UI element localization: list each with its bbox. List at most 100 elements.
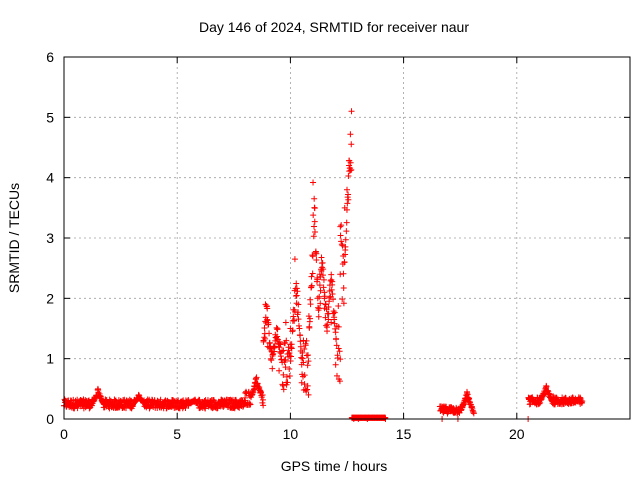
data-point <box>337 356 344 363</box>
data-point <box>219 400 226 407</box>
data-point <box>297 332 304 339</box>
data-point <box>343 219 350 226</box>
data-point <box>348 141 355 148</box>
data-point <box>260 338 267 345</box>
data-point <box>230 399 237 406</box>
data-point <box>261 325 268 332</box>
data-point <box>338 238 345 245</box>
data-point <box>345 191 352 198</box>
x-tick-label: 15 <box>396 426 412 442</box>
data-point <box>536 400 543 407</box>
data-point <box>329 278 336 285</box>
data-point <box>288 345 295 352</box>
data-point <box>259 399 266 406</box>
data-point <box>313 250 320 257</box>
x-tick-label: 10 <box>283 426 299 442</box>
axis-ticks <box>63 56 630 420</box>
data-point <box>70 404 77 411</box>
y-tick-label: 6 <box>46 49 54 65</box>
y-tick-label: 4 <box>46 170 54 186</box>
data-point <box>297 338 304 345</box>
data-point <box>314 276 321 283</box>
data-point <box>291 256 298 263</box>
data-point <box>280 371 287 378</box>
data-point <box>303 387 310 394</box>
data-point <box>293 292 300 299</box>
data-point <box>279 382 286 389</box>
data-point <box>135 391 142 398</box>
data-point <box>337 232 344 239</box>
data-point <box>338 241 345 248</box>
data-point <box>468 403 475 410</box>
data-point <box>283 337 290 344</box>
data-point <box>332 329 339 336</box>
data-point <box>543 382 550 389</box>
data-point <box>121 404 128 411</box>
data-point <box>348 108 355 115</box>
data-point <box>262 301 269 308</box>
data-point <box>247 401 254 408</box>
data-point <box>117 397 124 404</box>
data-point <box>157 396 164 403</box>
data-point <box>309 252 316 259</box>
data-point <box>67 399 74 406</box>
data-point <box>316 293 323 300</box>
data-point <box>324 321 331 328</box>
data-point <box>333 342 340 349</box>
data-point <box>339 242 346 249</box>
data-point <box>326 294 333 301</box>
data-point <box>301 372 308 379</box>
y-tick-label: 5 <box>46 109 54 125</box>
data-point <box>182 405 189 412</box>
data-point <box>313 256 320 263</box>
data-point <box>321 295 328 302</box>
data-point <box>333 335 340 342</box>
data-point <box>459 403 466 410</box>
data-point <box>274 325 281 332</box>
data-point <box>251 385 258 392</box>
data-point <box>246 400 253 407</box>
data-point <box>319 272 326 279</box>
data-point <box>536 394 543 401</box>
data-point <box>298 379 305 386</box>
data-point <box>319 259 326 266</box>
data-point <box>344 186 350 193</box>
data-point <box>264 305 271 312</box>
data-point <box>293 280 300 287</box>
data-point <box>305 391 312 398</box>
data-point <box>196 405 203 412</box>
data-point <box>335 302 342 309</box>
data-point <box>311 218 318 225</box>
data-series <box>61 108 586 422</box>
data-point <box>568 399 575 406</box>
data-point <box>315 313 322 320</box>
data-point <box>287 325 294 332</box>
x-tick-label: 0 <box>60 426 68 442</box>
data-point <box>340 300 347 307</box>
data-point <box>316 282 323 289</box>
data-point <box>337 223 344 230</box>
data-point <box>298 354 305 361</box>
data-point <box>464 391 471 398</box>
data-point <box>304 362 311 369</box>
data-point <box>304 386 311 393</box>
data-point <box>550 393 557 400</box>
data-point <box>208 403 215 410</box>
y-axis-label: SRMTID / TECUs <box>6 183 22 293</box>
data-point <box>325 316 332 323</box>
data-point <box>174 403 181 410</box>
data-point <box>268 357 275 364</box>
chart-title: Day 146 of 2024, SRMTID for receiver nau… <box>199 19 469 35</box>
data-point <box>466 395 473 402</box>
data-point <box>320 276 327 283</box>
data-point <box>296 325 303 332</box>
data-point <box>280 347 287 354</box>
data-point <box>286 373 293 380</box>
data-point <box>83 397 90 404</box>
data-point <box>316 271 323 278</box>
data-point <box>330 308 337 315</box>
data-point <box>331 316 338 323</box>
data-point <box>333 372 340 379</box>
data-point <box>546 391 553 398</box>
